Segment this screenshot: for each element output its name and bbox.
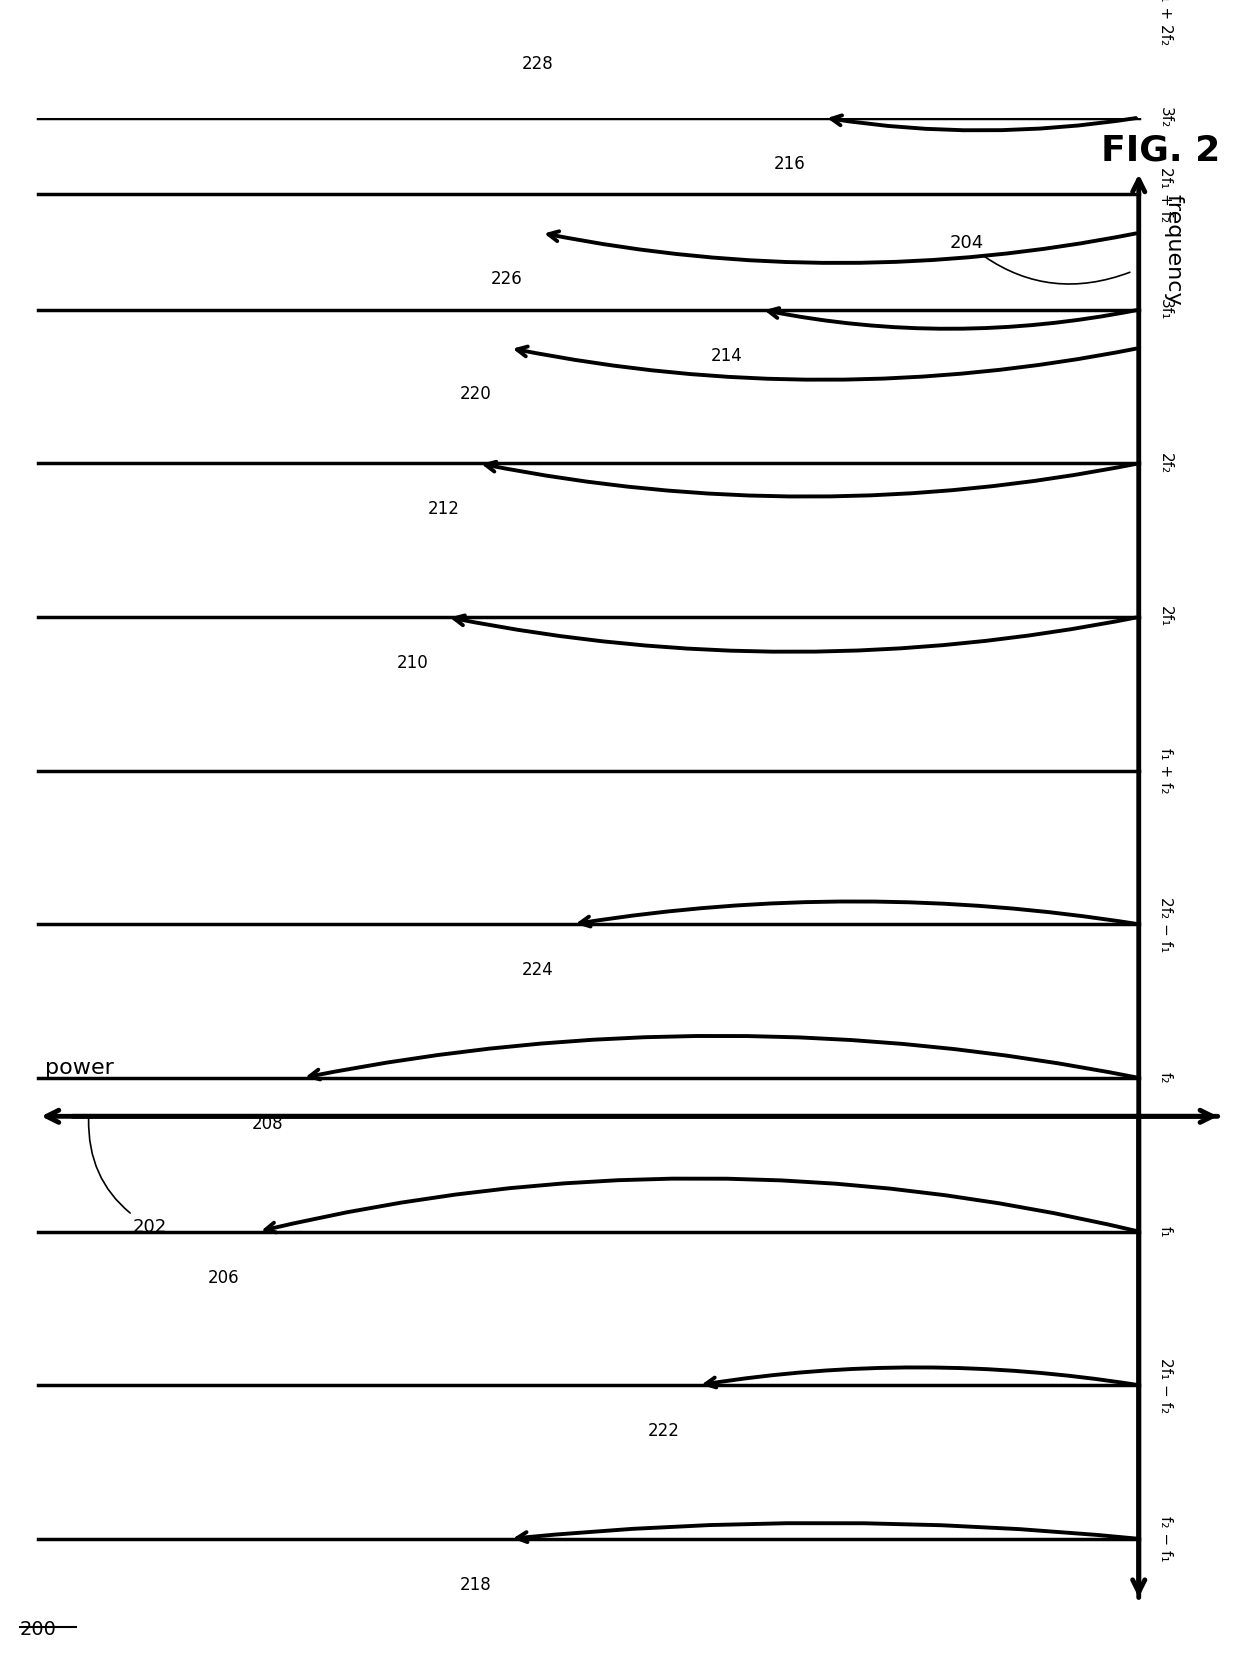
- Text: 222: 222: [647, 1422, 680, 1440]
- Text: f₁ + f₂: f₁ + f₂: [1158, 747, 1173, 794]
- Text: 2f₂ − f₁: 2f₂ − f₁: [1158, 897, 1173, 952]
- Text: 2f₁ − f₂: 2f₁ − f₂: [1158, 1357, 1173, 1414]
- Text: 210: 210: [397, 654, 428, 673]
- Text: frequency: frequency: [1164, 194, 1184, 306]
- Text: 218: 218: [459, 1576, 491, 1595]
- Text: 212: 212: [428, 500, 460, 518]
- Text: 3f₁: 3f₁: [1158, 299, 1173, 321]
- Text: 200: 200: [20, 1619, 56, 1639]
- Text: f₁: f₁: [1158, 1226, 1173, 1237]
- Text: 228: 228: [522, 55, 554, 73]
- Text: FIG. 2: FIG. 2: [1101, 133, 1220, 168]
- Text: f₁ + 2f₂: f₁ + 2f₂: [1158, 0, 1173, 45]
- Text: 2f₁ + f₂: 2f₁ + f₂: [1158, 166, 1173, 223]
- Text: 2f₁: 2f₁: [1158, 606, 1173, 628]
- Text: 202: 202: [88, 1120, 167, 1236]
- Text: 226: 226: [491, 271, 522, 287]
- Text: f₂ − f₁: f₂ − f₁: [1158, 1516, 1173, 1561]
- Text: 224: 224: [522, 962, 554, 980]
- Text: 214: 214: [711, 347, 743, 365]
- Text: 206: 206: [208, 1269, 239, 1287]
- Text: 220: 220: [459, 385, 491, 404]
- Text: 216: 216: [774, 154, 806, 173]
- Text: f₂: f₂: [1158, 1071, 1173, 1083]
- Text: 2f₂: 2f₂: [1158, 453, 1173, 473]
- Text: 3f₂: 3f₂: [1158, 106, 1173, 128]
- Text: power: power: [45, 1058, 114, 1078]
- Text: 204: 204: [950, 234, 1130, 284]
- Text: 208: 208: [252, 1115, 284, 1133]
